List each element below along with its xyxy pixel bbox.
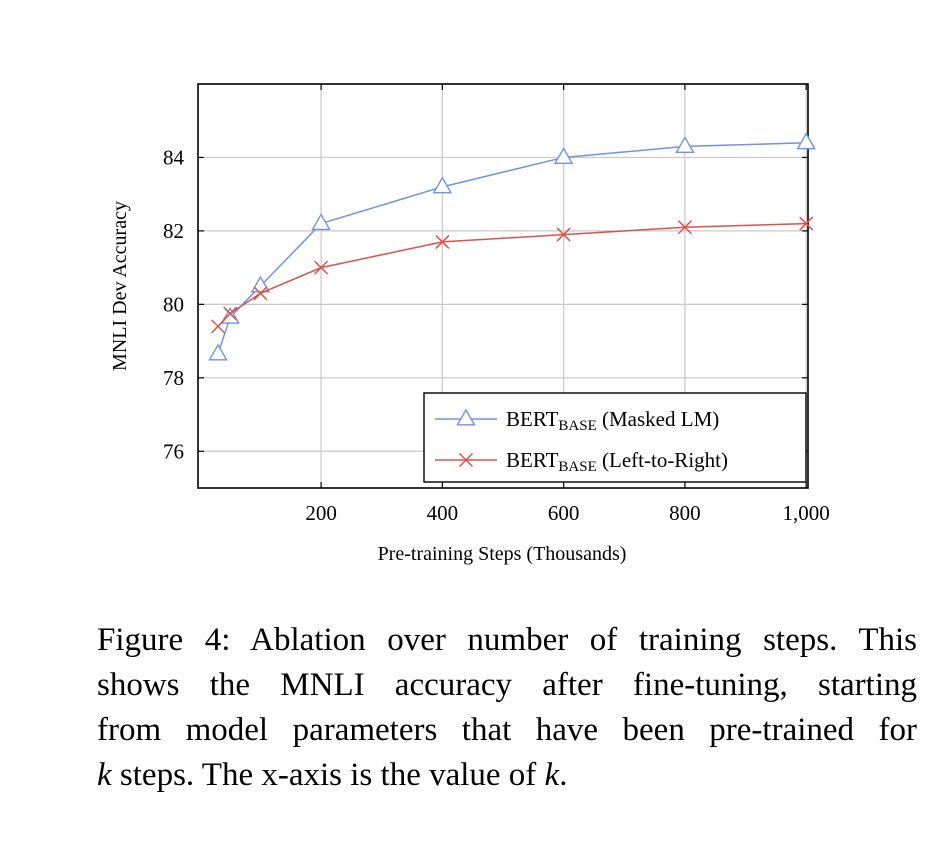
series-line [217, 142, 807, 355]
cross-marker [223, 306, 238, 321]
y-axis-label: MNLI Dev Accuracy [109, 201, 131, 371]
legend-label: BERTBASE (Left-to-Right) [506, 448, 728, 475]
y-tick-label: 80 [163, 292, 184, 316]
cross-stroke [253, 286, 268, 301]
triangle-marker [456, 408, 476, 426]
x-tick-label: 400 [427, 501, 459, 525]
cross-stroke [223, 306, 238, 321]
cross-stroke [210, 319, 226, 334]
caption-line: shows the MNLI accuracy after fine-tunin… [97, 667, 917, 703]
series-line [217, 222, 807, 327]
cross-marker [799, 216, 814, 231]
x-tick-label: 800 [669, 501, 701, 525]
cross-marker [677, 220, 692, 235]
caption-variable: k [97, 757, 112, 793]
x-tick-label: 600 [548, 501, 580, 525]
cross-marker [210, 319, 226, 334]
triangle-marker [553, 147, 574, 165]
cross-stroke [677, 220, 692, 235]
caption-variable: k [544, 757, 560, 793]
cross-stroke [556, 227, 571, 242]
plot-frame [197, 83, 809, 489]
cross-stroke [458, 452, 474, 468]
x-tick-label: 200 [305, 501, 337, 525]
x-axis-label: Pre-training Steps (Thousands) [378, 543, 627, 565]
y-tick-label: 84 [163, 145, 185, 169]
legend-box [423, 392, 807, 483]
cross-marker [556, 227, 571, 242]
caption-line: from model parameters that have been pre… [97, 712, 917, 748]
caption-line: Figure 4: Ablation over number of traini… [97, 622, 917, 658]
triangle-marker [796, 132, 816, 150]
cross-stroke [799, 216, 814, 231]
triangle-marker [432, 176, 453, 194]
cross-marker [458, 452, 474, 468]
legend-entry: BERTBASE (Masked LM) [435, 407, 719, 434]
line-chart: 200 400 600 800 1,000 76 78 80 82 84 Pre-training… [109, 83, 830, 565]
legend-label: BERTBASE (Masked LM) [506, 407, 719, 434]
caption-line: k steps. The x-axis is the value of k. [97, 753, 917, 798]
cross-marker [253, 286, 268, 301]
y-tick-label: 78 [163, 366, 184, 390]
series-layer [208, 132, 816, 361]
y-tick-label: 82 [163, 219, 184, 243]
series-triangle [208, 132, 816, 361]
legend: BERTBASE (Masked LM) BERTBASE (Left-to-Ri… [423, 392, 807, 483]
legend-entry: BERTBASE (Left-to-Right) [435, 448, 728, 475]
figure-caption: Figure 4: Ablation over number of traini… [97, 618, 917, 798]
cross-stroke [435, 234, 450, 249]
triangle-marker [675, 136, 695, 153]
triangle-marker [220, 306, 240, 324]
triangle-marker [311, 213, 331, 231]
caption-text: . [559, 757, 568, 793]
x-tick-label: 1,000 [783, 501, 830, 525]
triangle-marker [208, 343, 228, 361]
tick-labels: 200 400 600 800 1,000 76 78 80 82 84 [163, 145, 830, 525]
cross-marker [435, 234, 450, 249]
caption-text: steps. The x-axis is the value of [111, 757, 545, 793]
cross-stroke [314, 260, 329, 275]
y-tick-label: 76 [163, 439, 184, 463]
cross-marker [314, 260, 329, 275]
series-cross [210, 216, 814, 334]
